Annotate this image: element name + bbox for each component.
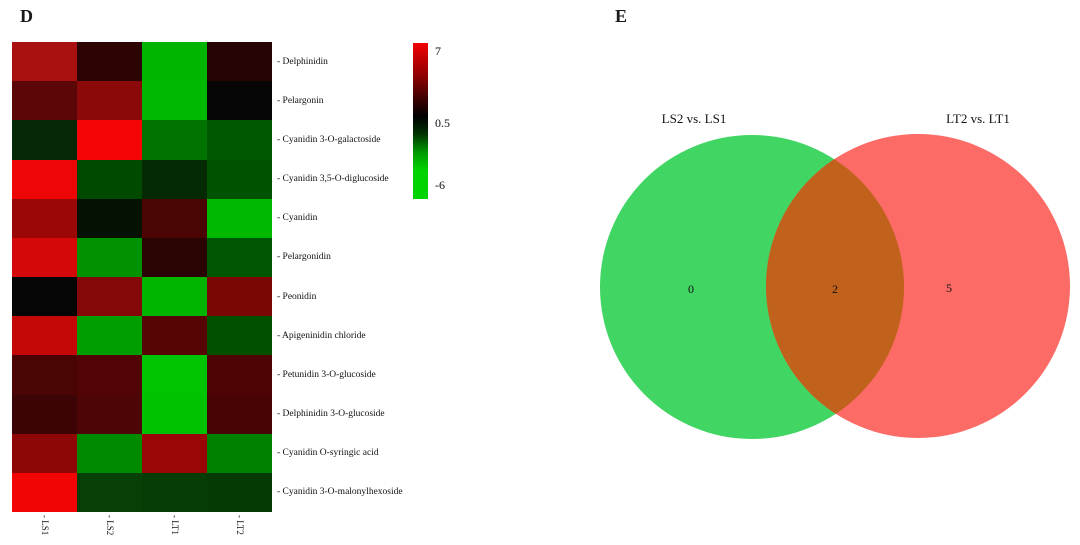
heatmap-cell <box>142 237 207 277</box>
heatmap-cell <box>77 316 142 356</box>
panel-d-label: D <box>20 6 34 26</box>
heatmap-cell <box>77 433 142 473</box>
heatmap-col-label: - LT1 <box>170 515 180 535</box>
heatmap-cell <box>142 394 207 434</box>
heatmap-cell <box>77 120 142 160</box>
heatmap-col-label: - LS2 <box>105 515 115 536</box>
heatmap-cell <box>12 355 77 395</box>
colorbar-gradient <box>413 43 428 199</box>
heatmap-cell <box>12 277 77 317</box>
heatmap-col-cell: - LT2 <box>207 515 272 545</box>
heatmap-cell <box>207 355 272 395</box>
heatmap-cell <box>12 237 77 277</box>
heatmap-col-cell: - LS1 <box>12 515 77 545</box>
colorbar-tick-min: -6 <box>435 178 445 192</box>
heatmap-cell <box>207 237 272 277</box>
heatmap-cell <box>77 81 142 121</box>
heatmap-cell <box>142 159 207 199</box>
heatmap-cell <box>12 42 77 82</box>
heatmap-cell <box>12 120 77 160</box>
heatmap-row-label: - Cyanidin O-syringic acid <box>277 448 379 459</box>
heatmap-cell <box>207 81 272 121</box>
venn-left-count: 0 <box>688 282 694 296</box>
heatmap-grid <box>12 42 272 512</box>
heatmap-cell <box>142 81 207 121</box>
heatmap-cell <box>142 433 207 473</box>
heatmap-row-label: - Pelargonin <box>277 95 324 106</box>
heatmap-col-label: - LT2 <box>235 515 245 535</box>
heatmap-cell <box>207 159 272 199</box>
heatmap-cell <box>142 316 207 356</box>
heatmap-row-label: - Cyanidin 3-O-malonylhexoside <box>277 487 403 498</box>
heatmap-row-label: - Delphinidin <box>277 56 328 67</box>
heatmap-cell <box>12 81 77 121</box>
heatmap-cell <box>207 433 272 473</box>
panel-e-label: E <box>615 6 628 26</box>
heatmap-cell <box>207 198 272 238</box>
heatmap-row-label: - Cyanidin <box>277 213 318 224</box>
heatmap-row-labels: - Delphinidin - Pelargonin - Cyanidin 3-O-… <box>277 42 427 512</box>
heatmap-cell <box>12 316 77 356</box>
heatmap-row-label: - Delphinidin 3-O-glucoside <box>277 409 385 420</box>
heatmap-col-cell: - LS2 <box>77 515 142 545</box>
venn-intersection-count: 2 <box>832 282 838 296</box>
venn-intersection-region <box>766 135 904 438</box>
heatmap-cell <box>142 42 207 82</box>
heatmap-row-label: - Cyanidin 3,5-O-diglucoside <box>277 174 389 185</box>
heatmap-cell <box>142 198 207 238</box>
heatmap-cell <box>77 159 142 199</box>
colorbar-tick-mid: 0.5 <box>435 116 450 130</box>
heatmap-cell <box>12 394 77 434</box>
venn-left-set-label: LS2 vs. LS1 <box>661 111 727 126</box>
heatmap-cell <box>207 316 272 356</box>
heatmap-cell <box>77 355 142 395</box>
heatmap-col-cell: - LT1 <box>142 515 207 545</box>
heatmap-cell <box>77 394 142 434</box>
heatmap-col-label: - LS1 <box>40 515 50 536</box>
heatmap-cell <box>207 394 272 434</box>
heatmap-cell <box>77 237 142 277</box>
heatmap-row-label: - Cyanidin 3-O-galactoside <box>277 134 381 145</box>
heatmap-cell <box>207 472 272 512</box>
heatmap-cell <box>207 120 272 160</box>
heatmap-cell <box>12 472 77 512</box>
heatmap-cell <box>12 159 77 199</box>
heatmap-cell <box>207 277 272 317</box>
heatmap-row-label: - Pelargonidin <box>277 252 331 263</box>
heatmap-row-label: - Apigeninidin chloride <box>277 330 366 341</box>
heatmap-cell <box>77 472 142 512</box>
heatmap-cell <box>142 120 207 160</box>
heatmap-cell <box>77 277 142 317</box>
heatmap-cell <box>12 433 77 473</box>
heatmap-col-labels: - LS1 - LS2 - LT1 - LT2 <box>12 515 272 545</box>
heatmap-cell <box>142 472 207 512</box>
heatmap-cell <box>142 355 207 395</box>
heatmap-row-label: - Peonidin <box>277 291 317 302</box>
heatmap-cell <box>77 42 142 82</box>
colorbar-tick-max: 7 <box>435 44 441 58</box>
heatmap-cell <box>77 198 142 238</box>
heatmap-cell <box>142 277 207 317</box>
heatmap-cell <box>207 42 272 82</box>
heatmap-cell <box>12 198 77 238</box>
venn-right-set-label: LT2 vs. LT1 <box>946 111 1010 126</box>
venn-right-count: 5 <box>946 281 952 295</box>
heatmap-row-label: - Petunidin 3-O-glucoside <box>277 369 376 380</box>
